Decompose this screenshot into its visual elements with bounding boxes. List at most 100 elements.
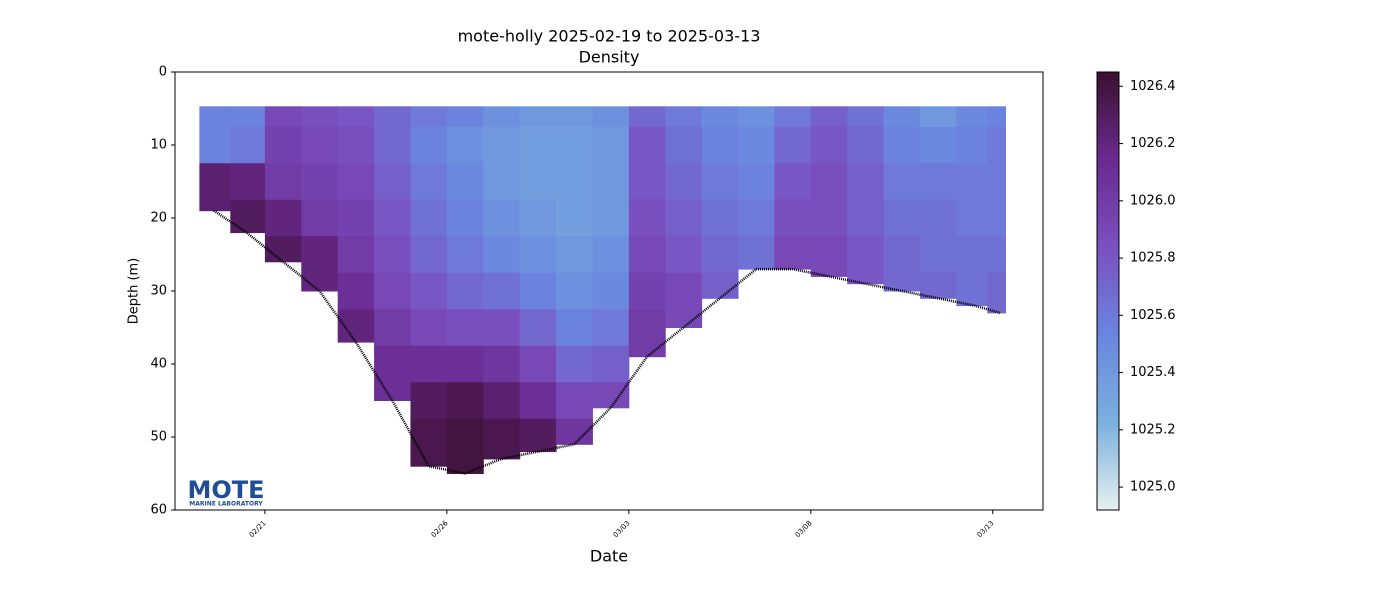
density-cell (483, 309, 521, 347)
density-cell (592, 382, 630, 409)
density-cell (847, 163, 885, 201)
density-cell (519, 418, 557, 453)
density-cell (301, 126, 339, 164)
density-cell (774, 236, 812, 270)
density-cell (919, 272, 957, 299)
density-cell (847, 106, 885, 128)
density-cell (410, 126, 448, 164)
density-cell (199, 126, 231, 164)
y-tick-label: 50 (150, 430, 167, 445)
density-cell (519, 163, 557, 201)
y-tick-label: 20 (150, 211, 167, 226)
density-cell (483, 236, 521, 274)
density-cell (847, 236, 885, 285)
density-cell (264, 236, 302, 263)
density-cell (337, 199, 375, 237)
density-cell (230, 163, 266, 201)
density-cell (987, 236, 1007, 274)
density-cell (410, 106, 448, 128)
density-cell (446, 163, 484, 201)
density-cell (665, 236, 703, 274)
density-cell (628, 236, 666, 274)
density-cell (919, 236, 957, 274)
density-cell (556, 418, 593, 445)
density-cell (301, 199, 339, 237)
density-cell (987, 106, 1007, 128)
density-cell (301, 106, 339, 128)
density-cell (483, 345, 521, 383)
density-cell (810, 106, 848, 128)
density-cell (230, 106, 266, 128)
chart-title: mote-holly 2025-02-19 to 2025-03-13 (458, 27, 761, 46)
density-cell (337, 272, 375, 310)
density-cell (592, 345, 630, 383)
density-cell (701, 236, 739, 274)
density-cell (556, 199, 593, 237)
logo-subtext: MARINE LABORATORY (189, 501, 263, 508)
density-cell (810, 236, 848, 277)
density-cell (701, 272, 739, 299)
density-cell (956, 236, 988, 274)
density-cell (987, 163, 1007, 201)
density-cell (374, 163, 411, 201)
density-cell (774, 163, 812, 201)
density-cell (956, 272, 988, 307)
density-cell (810, 199, 848, 237)
density-cell (628, 126, 666, 164)
density-cell (483, 382, 521, 420)
x-tick-label: 02/21 (248, 519, 268, 539)
density-cell (701, 163, 739, 201)
density-cell (519, 382, 557, 420)
density-cell (446, 345, 484, 383)
density-cell (483, 126, 521, 164)
density-cell (410, 309, 448, 347)
density-cell (556, 345, 593, 383)
density-cell (556, 163, 593, 201)
density-cell (374, 236, 411, 274)
density-cell (519, 345, 557, 383)
x-tick-label: 03/13 (976, 519, 996, 539)
density-cell (374, 126, 411, 164)
x-tick-label: 02/26 (430, 519, 450, 539)
density-cell (199, 106, 231, 128)
density-cell (230, 126, 266, 164)
density-cell (556, 126, 593, 164)
density-cell (519, 236, 557, 274)
density-cell (519, 106, 557, 128)
density-cell (556, 382, 593, 420)
density-cell (665, 126, 703, 164)
density-cell (701, 126, 739, 164)
density-cell (592, 309, 630, 347)
colorbar-tick-label: 1025.0 (1130, 480, 1176, 495)
density-cell (337, 236, 375, 274)
density-cell (337, 126, 375, 164)
density-cell (628, 309, 666, 358)
density-cell (483, 163, 521, 201)
y-tick-label: 0 (159, 65, 167, 80)
density-cell (483, 199, 521, 237)
bottom-line (213, 209, 1001, 475)
colorbar-tick-label: 1025.6 (1130, 308, 1176, 323)
density-cell (446, 382, 484, 420)
density-cell (956, 199, 988, 237)
density-cell (665, 272, 703, 328)
density-cell (919, 199, 957, 237)
density-cell (199, 163, 231, 212)
density-cell (264, 163, 302, 201)
density-cell (738, 236, 775, 270)
density-cell (665, 163, 703, 201)
density-cell (628, 272, 666, 310)
density-cell (446, 126, 484, 164)
density-cell (374, 272, 411, 310)
density-cell (264, 126, 302, 164)
density-cell (483, 272, 521, 310)
density-cell (810, 163, 848, 201)
density-cell (337, 163, 375, 201)
density-cell (701, 199, 739, 237)
density-cell (556, 272, 593, 310)
colorbar-tick-label: 1025.4 (1130, 365, 1176, 380)
density-cell (556, 106, 593, 128)
density-cell (987, 126, 1007, 164)
chart-subtitle: Density (579, 48, 640, 67)
